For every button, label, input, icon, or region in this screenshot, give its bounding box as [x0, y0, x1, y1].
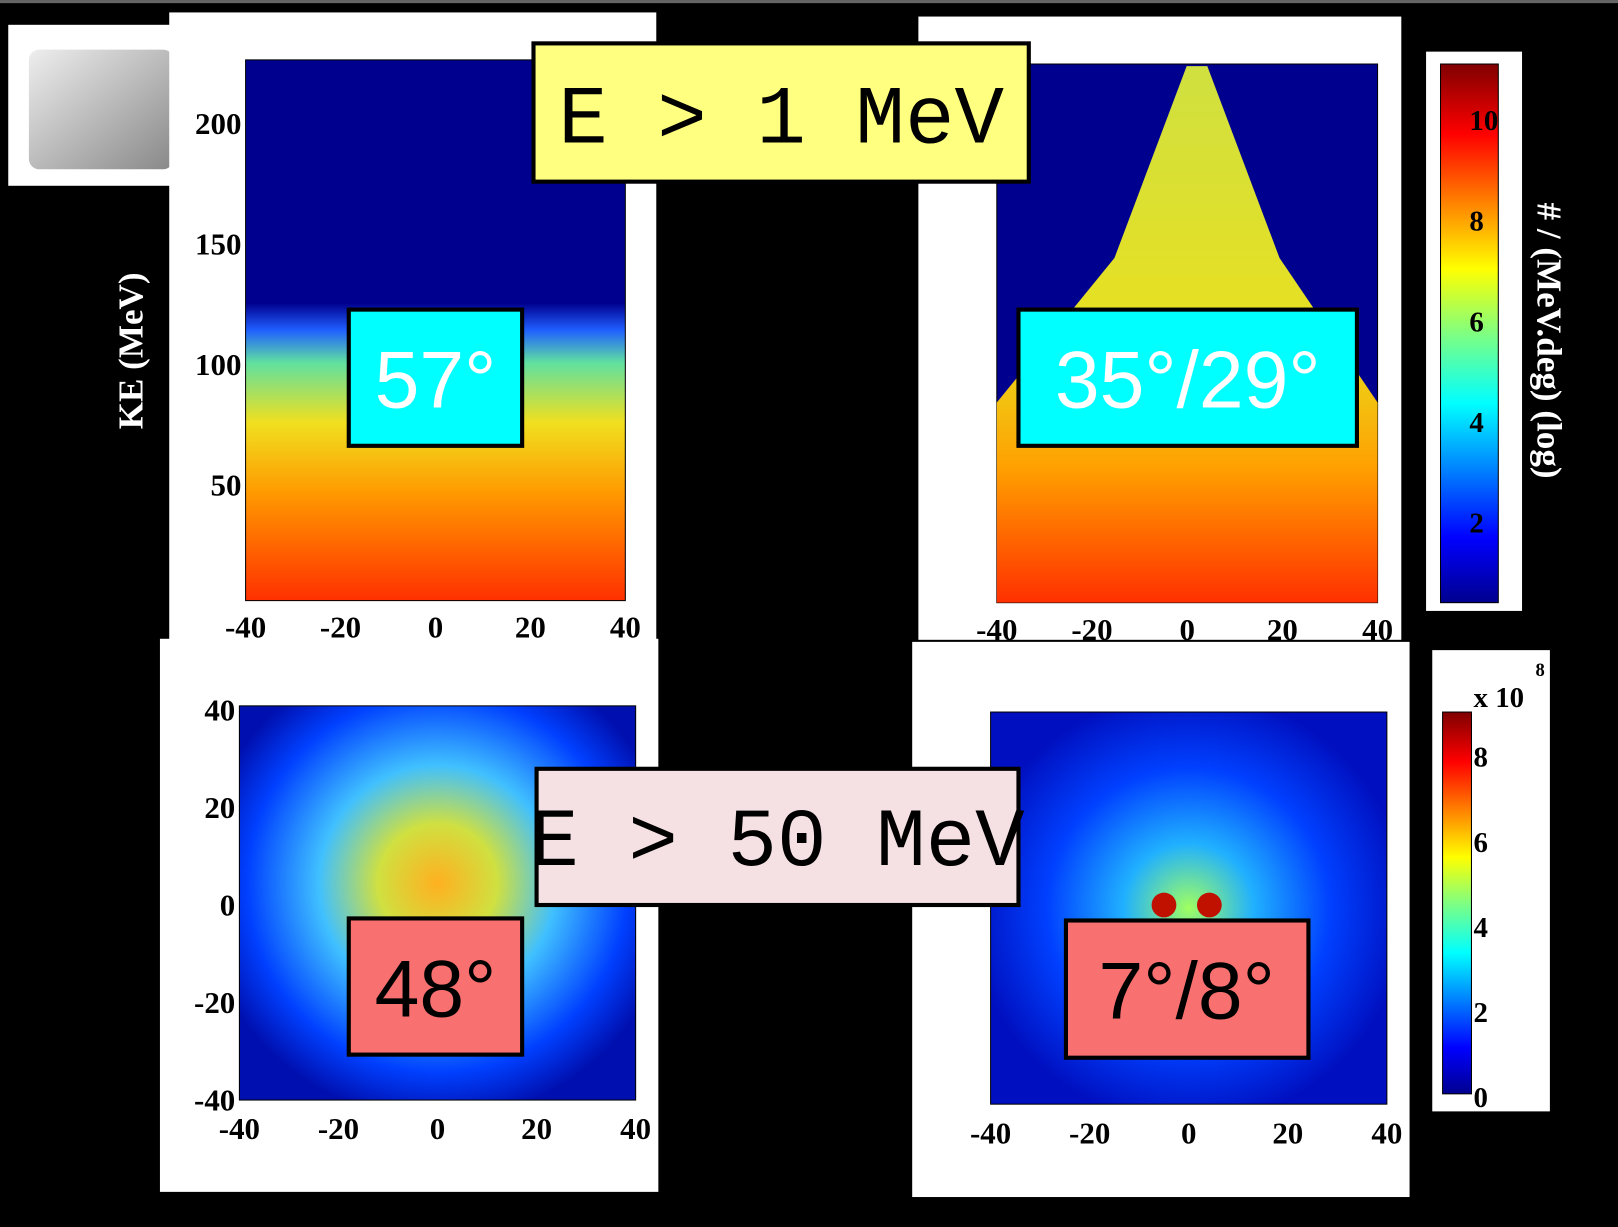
energy-label: E > 1 MeV — [558, 73, 1004, 167]
y-tick-label: 40 — [204, 692, 235, 727]
colorbar-tick-label: 4 — [1474, 912, 1488, 944]
y-tick-label: 200 — [195, 106, 241, 141]
x-tick-label: 20 — [521, 1111, 552, 1146]
angle-label: 48° — [375, 944, 497, 1034]
colorbar-tick-label: 8 — [1469, 206, 1483, 238]
colorbar-tick-label: 6 — [1474, 827, 1488, 859]
x-tick-label: 40 — [1371, 1115, 1402, 1150]
x-tick-label: 0 — [430, 1111, 445, 1146]
x-tick-label: -20 — [320, 610, 361, 645]
colorbar-tick-label: 4 — [1469, 407, 1483, 439]
x-tick-label: -40 — [970, 1115, 1011, 1150]
y-tick-label: 100 — [195, 347, 241, 382]
colorbar-exponent: 8 — [1535, 660, 1544, 681]
colorbar-tick-label: 0 — [1474, 1082, 1488, 1114]
y-tick-label: 20 — [204, 790, 235, 825]
y-tick-label: -40 — [194, 1082, 235, 1117]
y-tick-label: 0 — [220, 887, 235, 922]
top-rule — [0, 0, 1618, 3]
x-tick-label: 20 — [515, 610, 546, 645]
y-tick-label: 50 — [211, 467, 242, 502]
x-tick-label: 0 — [428, 610, 443, 645]
slide: # / (MeV.deg) (log) x 10 8 KE (MeV) E > … — [0, 0, 1618, 1227]
x-tick-label: 40 — [1362, 612, 1393, 647]
x-tick-label: -20 — [1069, 1115, 1110, 1150]
x-tick-label: -20 — [318, 1111, 359, 1146]
colorbar-multiplier: x 10 — [1474, 682, 1525, 714]
y-tick-label: -20 — [194, 985, 235, 1020]
x-tick-label: -20 — [1071, 612, 1112, 647]
x-tick-label: -40 — [976, 612, 1017, 647]
colorbar — [1443, 712, 1472, 1094]
angle-label: 57° — [375, 336, 497, 426]
x-tick-label: 40 — [610, 610, 641, 645]
x-tick-label: -40 — [225, 610, 266, 645]
x-tick-label: 20 — [1272, 1115, 1303, 1150]
angle-label: 35°/29° — [1055, 336, 1321, 426]
angle-label: 7°/8° — [1099, 947, 1275, 1037]
colorbar-tick-label: 10 — [1469, 105, 1498, 137]
energy-label: E > 50 MeV — [529, 796, 1025, 890]
x-tick-label: 0 — [1179, 612, 1194, 647]
colorbar-label: # / (MeV.deg) (log) — [1530, 203, 1569, 479]
x-tick-label: 20 — [1267, 612, 1298, 647]
x-tick-label: 40 — [620, 1111, 651, 1146]
colorbar-tick-label: 2 — [1469, 507, 1483, 539]
y-tick-label: 150 — [195, 227, 241, 262]
colorbar-tick-label: 6 — [1469, 306, 1483, 338]
hot-spot — [1152, 893, 1177, 918]
colorbar-tick-label: 8 — [1474, 742, 1488, 774]
cube-icon — [29, 50, 173, 170]
y-axis-label: KE (MeV) — [111, 272, 150, 429]
x-tick-label: 0 — [1181, 1115, 1196, 1150]
colorbar-tick-label: 2 — [1474, 997, 1488, 1029]
hot-spot — [1197, 893, 1222, 918]
